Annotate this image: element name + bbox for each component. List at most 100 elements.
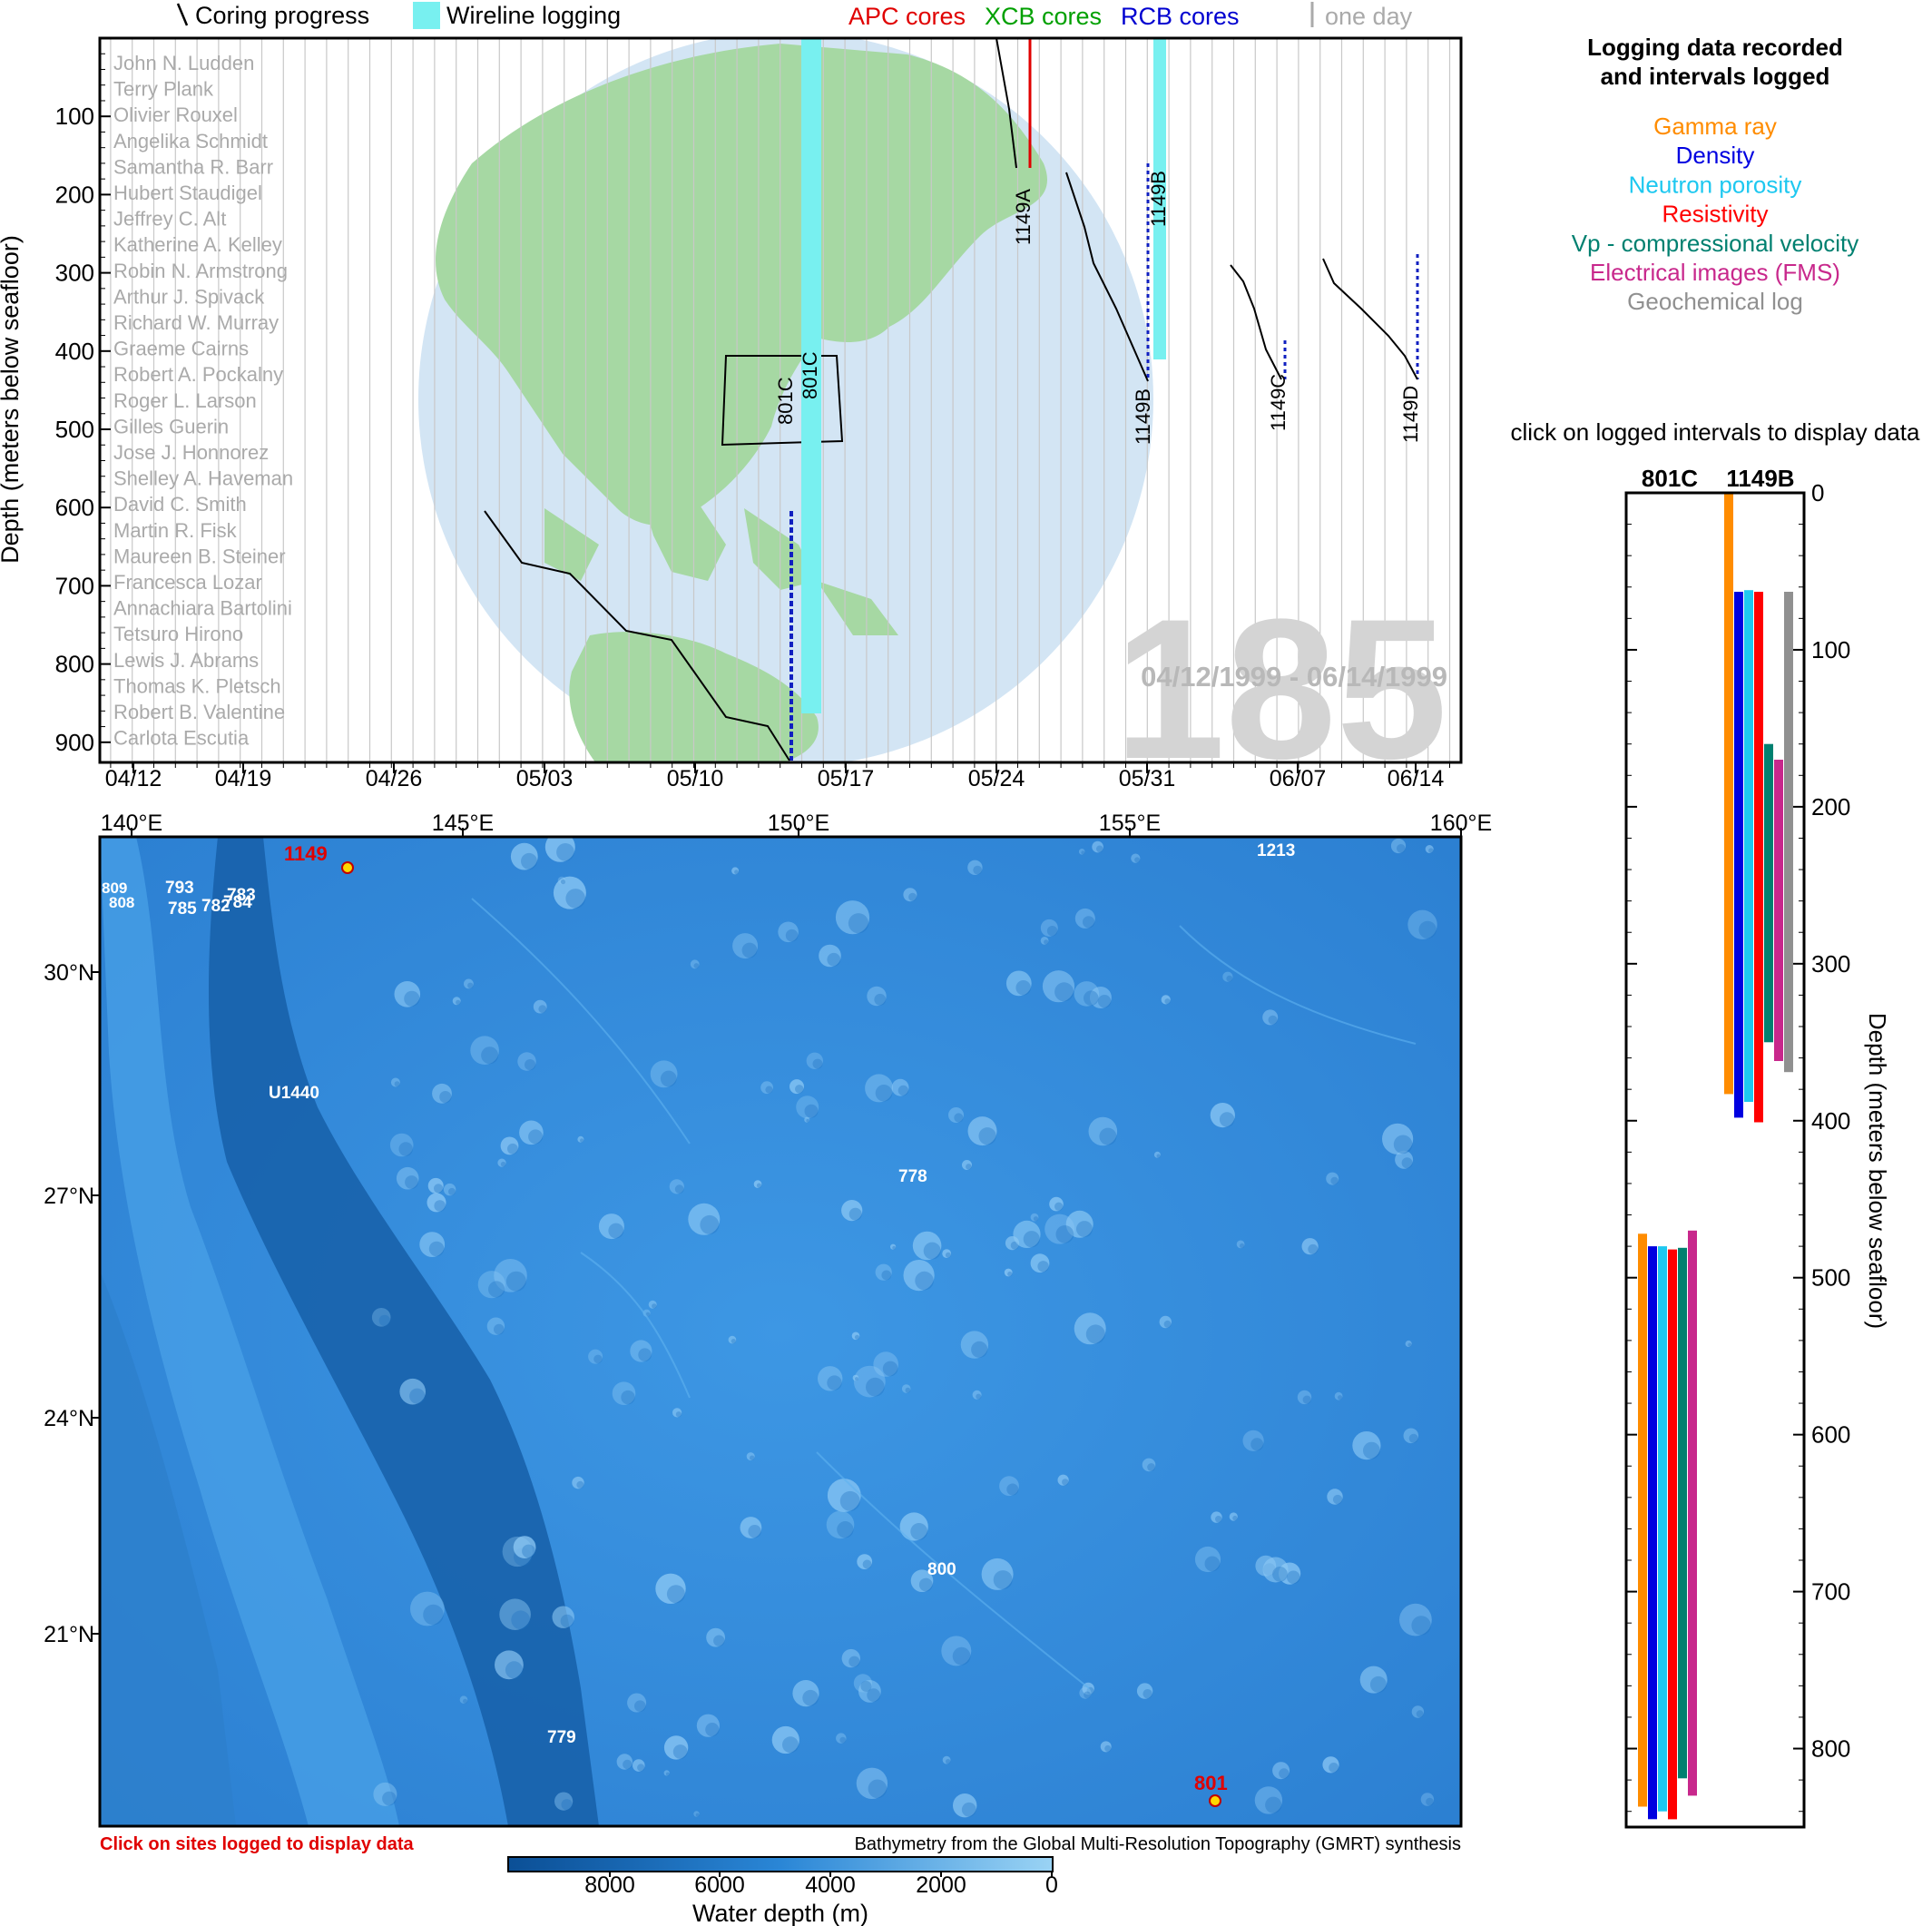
seamounts — [371, 837, 1437, 1818]
map-lon-tick: 155°E — [1099, 811, 1161, 836]
site-1149-marker[interactable] — [341, 861, 354, 874]
scientist-name: Thomas K. Pletsch — [113, 674, 281, 697]
map-click-note: Click on sites logged to display data — [100, 1834, 415, 1854]
asia-landmass — [436, 44, 1047, 526]
logging-title-line1: Logging data recorded — [1587, 34, 1843, 61]
scientist-name: David C. Smith — [113, 493, 247, 516]
logging-interval-bar[interactable] — [1638, 1233, 1647, 1807]
map-lat-tick: 21°N — [44, 1622, 94, 1647]
logging-interval-bar[interactable] — [1784, 592, 1793, 1073]
logging-chart: 801C 1149B 0 100 200 300 400 500 600 700 800 — [1626, 465, 1850, 1820]
site-784-label[interactable]: 784 — [223, 893, 252, 912]
logging-hole-label: 1149B — [1726, 465, 1794, 492]
logging-interval-bar[interactable] — [1774, 760, 1783, 1061]
legend-coring-progress: Coring progress — [195, 2, 369, 29]
coring-progress-1149D — [1322, 258, 1418, 380]
scientist-name: Shelley A. Haveman — [113, 467, 293, 490]
colorbar-tick: 4000 — [805, 1872, 856, 1898]
site-1213-label[interactable]: 1213 — [1257, 841, 1295, 860]
logging-interval-bar[interactable] — [1688, 1230, 1697, 1796]
site-793-label[interactable]: 793 — [165, 879, 194, 898]
site-783-label[interactable]: 783 — [227, 886, 256, 905]
scientist-name: Gilles Guerin — [113, 415, 229, 437]
globe-inset — [418, 38, 1153, 762]
hole-label-1149D[interactable]: 1149D — [1399, 386, 1422, 443]
wireline-logging-legend-swatch — [413, 2, 440, 29]
site-809-label[interactable]: 809 — [102, 879, 127, 897]
logging-interval-bar[interactable] — [1734, 592, 1743, 1118]
map-lat-tick: 30°N — [44, 960, 94, 986]
map-lon-tick: 160°E — [1430, 811, 1492, 836]
scientist-name: Hubert Staudigel — [113, 182, 262, 204]
scientist-name: Arthur J. Spivack — [113, 285, 265, 308]
site-778-label[interactable]: 778 — [898, 1167, 927, 1186]
hole-label-801C-b[interactable]: 801C — [799, 351, 821, 399]
logging-interval-bar[interactable] — [1764, 743, 1773, 1043]
scientist-name: Maureen B. Steiner — [113, 545, 286, 567]
southeast-asia-islands — [544, 472, 898, 635]
hole-label-801C-a[interactable]: 801C — [774, 377, 797, 425]
logging-y-tick: 800 — [1811, 1735, 1850, 1763]
logging-hole-label: 801C — [1642, 465, 1698, 492]
logging-legend-item: Gamma ray — [1653, 113, 1777, 140]
timeline-y-tick: 600 — [55, 494, 94, 521]
scientist-name: Samantha R. Barr — [113, 155, 273, 178]
legend-apc-cores: APC cores — [848, 3, 966, 30]
site-785-label[interactable]: 785 — [168, 899, 197, 919]
site-801-label[interactable]: 801 — [1194, 1772, 1228, 1794]
logging-interval-bar[interactable] — [1648, 1246, 1657, 1820]
wireline-logging-1149B[interactable] — [1153, 38, 1166, 359]
logging-legend-item: Density — [1676, 142, 1755, 169]
hole-label-1149A[interactable]: 1149A — [1012, 189, 1035, 245]
logging-interval-bar[interactable] — [1724, 493, 1733, 1095]
coring-progress-1149C — [1230, 264, 1282, 380]
legend-xcb-cores: XCB cores — [985, 3, 1102, 30]
site-800-label[interactable]: 800 — [927, 1560, 956, 1579]
timeline-y-tick: 900 — [55, 729, 94, 756]
scientist-name: Katherine A. Kelley — [113, 233, 282, 256]
scientist-name: Richard W. Murray — [113, 311, 279, 334]
site-779-label[interactable]: 779 — [547, 1728, 576, 1747]
timeline-x-tick: 04/12 — [105, 766, 162, 791]
logging-interval-bar[interactable] — [1744, 590, 1753, 1102]
coring-progress-801C — [484, 510, 790, 762]
scientist-name: Olivier Rouxel — [113, 103, 238, 126]
map-lon-tick: 140°E — [101, 811, 162, 836]
map-frame — [98, 835, 1463, 1828]
timeline-panel: Coring progress Wireline logging APC cor… — [0, 2, 1463, 801]
coring-progress-1149B — [1065, 172, 1149, 382]
site-U1440-label[interactable]: U1440 — [269, 1084, 319, 1103]
scientist-name: Annachiara Bartolini — [113, 597, 292, 620]
logging-interval-bar[interactable] — [1668, 1249, 1677, 1820]
wireline-logging-801C[interactable] — [801, 38, 821, 713]
scientist-name: John N. Ludden — [113, 52, 254, 74]
logging-interval-bar[interactable] — [1678, 1247, 1687, 1779]
hole-label-1149C[interactable]: 1149C — [1267, 374, 1290, 431]
site-782-label[interactable]: 782 — [201, 897, 230, 916]
logging-chart-frame — [1624, 491, 1806, 1829]
timeline-x-tick: 05/31 — [1119, 766, 1176, 791]
site-808-label[interactable]: 808 — [109, 894, 134, 911]
map-credit: Bathymetry from the Global Multi-Resolut… — [855, 1834, 1461, 1854]
site-801-marker[interactable] — [1209, 1794, 1221, 1807]
logging-y-tick: 0 — [1811, 479, 1824, 506]
colorbar-tick: 0 — [1045, 1872, 1058, 1898]
logging-interval-bar[interactable] — [1658, 1246, 1667, 1812]
logging-y-tick: 500 — [1811, 1264, 1850, 1292]
hole-label-1149B-a[interactable]: 1149B — [1147, 171, 1170, 227]
logging-interval-bar[interactable] — [1754, 592, 1763, 1123]
logging-y-label: Depth (meters below seafloor) — [1864, 1013, 1891, 1329]
timeline-x-tick: 06/14 — [1388, 766, 1445, 791]
hole-label-1149B-b[interactable]: 1149B — [1132, 388, 1154, 445]
scientist-name: Jose J. Honnorez — [113, 441, 269, 464]
timeline-y-tick: 100 — [55, 103, 94, 130]
map-axes: 140°E 145°E 150°E 155°E 160°E 30°N 27°N 24°N 21°… — [44, 811, 1492, 1647]
scientist-name: Jeffrey C. Alt — [113, 208, 226, 231]
map-lat-tick: 27°N — [44, 1184, 94, 1209]
coring-progress-1149A — [995, 38, 1017, 169]
site-1149-label[interactable]: 1149 — [284, 842, 328, 865]
timeline-y-tick: 200 — [55, 181, 94, 208]
logging-legend-item: Electrical images (FMS) — [1590, 259, 1840, 286]
timeline-x-tick: 05/03 — [516, 766, 574, 791]
logging-y-tick: 600 — [1811, 1421, 1850, 1449]
